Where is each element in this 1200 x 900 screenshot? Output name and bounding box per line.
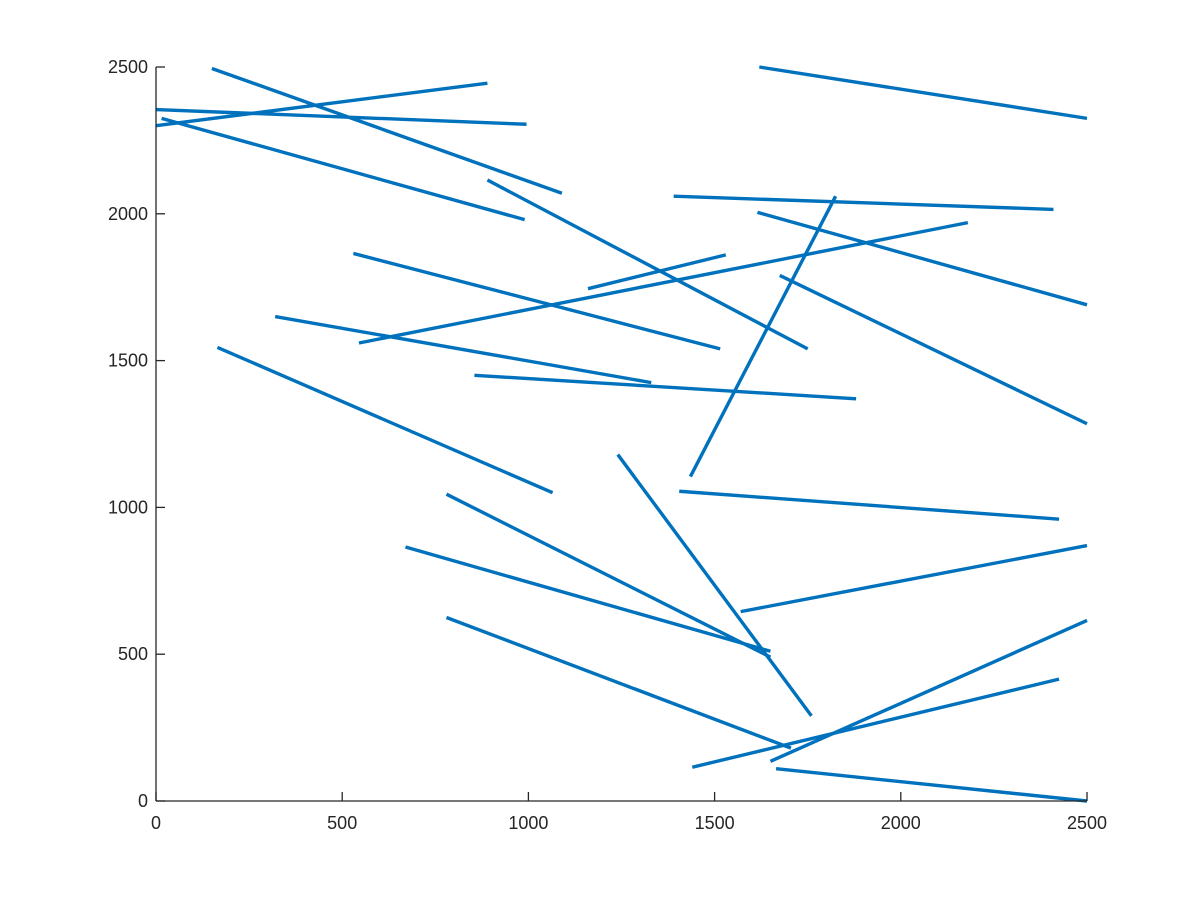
y-tick-label: 2000: [108, 204, 148, 224]
line-segment-3: [155, 107, 527, 126]
line-segment-13: [779, 273, 1088, 426]
line-segment-22: [445, 615, 792, 750]
x-tick-label: 1500: [695, 813, 735, 833]
line-segment-25: [775, 767, 1088, 803]
x-tick-label: 2000: [881, 813, 921, 833]
x-tick-label: 0: [151, 813, 161, 833]
line-segment-9: [352, 251, 721, 351]
y-tick-label: 1500: [108, 351, 148, 371]
line-segment-15: [474, 373, 857, 401]
y-tick-label: 500: [118, 644, 148, 664]
x-tick-label: 2500: [1067, 813, 1107, 833]
y-tick-label: 2500: [108, 57, 148, 77]
line-segment-11: [587, 253, 727, 291]
line-segment-10: [358, 220, 969, 345]
line-segment-6: [486, 178, 809, 351]
ticks: 0 500 1000 1500 2000 2500 0 500 1000 1500 2000 2500: [108, 57, 1107, 833]
line-segment-17: [679, 489, 1060, 521]
line-segment-24: [691, 677, 1060, 769]
line-segment-4: [161, 116, 526, 222]
line-segment-21: [740, 543, 1088, 614]
line-segment-1: [211, 66, 563, 195]
line-segment-19: [445, 492, 772, 659]
line-segment-7: [673, 194, 1054, 212]
axes: [155, 67, 1087, 802]
line-segment-16: [216, 345, 554, 495]
line-segment-20: [405, 545, 771, 653]
line-segment-2: [155, 81, 488, 128]
line-segment-8: [756, 210, 1088, 307]
line-segment-18: [616, 453, 813, 717]
line-segment-23: [769, 618, 1088, 763]
x-tick-label: 1000: [508, 813, 548, 833]
y-tick-label: 1000: [108, 497, 148, 517]
line-segment-12: [688, 195, 838, 478]
line-segment-14: [274, 314, 652, 385]
plot-area: [155, 65, 1088, 803]
y-tick-label: 0: [138, 791, 148, 811]
line-segment-5: [759, 65, 1088, 121]
x-tick-label: 500: [327, 813, 357, 833]
